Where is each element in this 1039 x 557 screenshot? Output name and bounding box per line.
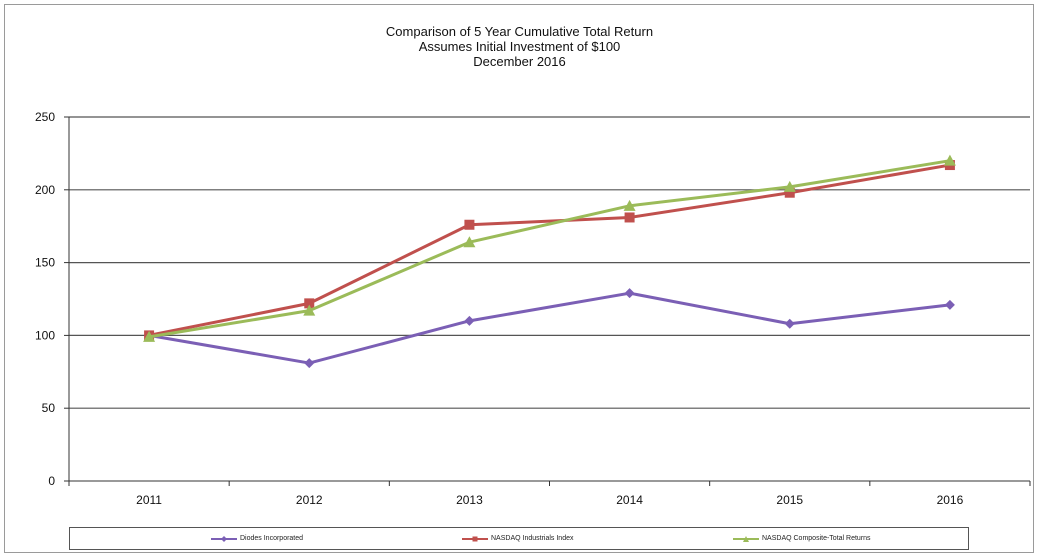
x-tick-label-2015: 2015	[776, 493, 803, 507]
x-tick-label-2016: 2016	[937, 493, 964, 507]
legend-swatch-nasdaq-composite	[733, 535, 759, 542]
data-point-nasdaq-composite-total-returns-2013	[463, 236, 476, 248]
y-tick-label-150: 150	[35, 256, 55, 270]
y-tick-label-100: 100	[35, 328, 55, 342]
y-tick-label-50: 50	[42, 401, 56, 415]
x-tick-label-2011: 2011	[136, 493, 162, 507]
legend-label-nasdaq-composite: NASDAQ Composite-Total Returns	[762, 535, 871, 542]
data-point-nasdaq-composite-total-returns-2014	[623, 199, 636, 211]
x-tick-label-2013: 2013	[456, 493, 483, 507]
data-point-nasdaq-industrials-index-2013	[464, 219, 475, 230]
series-line-nasdaq-composite-total-returns	[148, 159, 951, 339]
chart-subtitle-1: Assumes Initial Investment of $100	[418, 39, 621, 54]
data-point-nasdaq-composite-total-returns-2012	[303, 304, 316, 316]
data-point-nasdaq-composite-total-returns-2016	[943, 154, 956, 166]
series-line-diodes-incorporated	[148, 291, 951, 365]
y-tick-label-250: 250	[35, 110, 55, 124]
data-point-diodes-incorporated-2016	[944, 299, 955, 310]
data-point-nasdaq-composite-total-returns-2015	[783, 180, 796, 192]
legend-swatch-nasdaq-industrials	[462, 536, 488, 541]
data-point-nasdaq-composite-total-returns-2011	[143, 330, 156, 342]
data-point-diodes-incorporated-2014	[624, 288, 635, 299]
data-point-nasdaq-industrials-index-2015	[784, 187, 795, 198]
legend-item-diodes: Diodes Incorporated	[211, 528, 303, 549]
chart-title: Comparison of 5 Year Cumulative Total Re…	[385, 24, 654, 39]
series-line-nasdaq-industrials-index	[148, 163, 951, 337]
chart-subtitle-2: December 2016	[473, 54, 566, 69]
legend-label-diodes: Diodes Incorporated	[240, 535, 304, 542]
legend-item-nasdaq-composite: NASDAQ Composite-Total Returns	[733, 528, 871, 549]
data-point-nasdaq-industrials-index-2012	[304, 298, 315, 309]
chart-frame	[4, 4, 1034, 553]
legend-label-nasdaq-industrials: NASDAQ Industrials Index	[491, 535, 574, 542]
legend: Diodes Incorporated NASDAQ Industrials I…	[69, 527, 969, 550]
y-tick-label-0: 0	[48, 474, 55, 488]
data-point-diodes-incorporated-2012	[304, 358, 315, 369]
data-point-nasdaq-industrials-index-2014	[624, 212, 635, 223]
legend-item-nasdaq-industrials: NASDAQ Industrials Index	[462, 528, 573, 549]
data-point-diodes-incorporated-2013	[464, 315, 475, 326]
chart-title-block: Comparison of 5 Year Cumulative Total Re…	[0, 24, 1039, 69]
x-tick-label-2014: 2014	[616, 493, 643, 507]
legend-swatch-diodes	[211, 535, 237, 542]
x-tick-label-2012: 2012	[296, 493, 323, 507]
y-tick-label-200: 200	[35, 183, 55, 197]
data-point-diodes-incorporated-2015	[784, 318, 795, 329]
